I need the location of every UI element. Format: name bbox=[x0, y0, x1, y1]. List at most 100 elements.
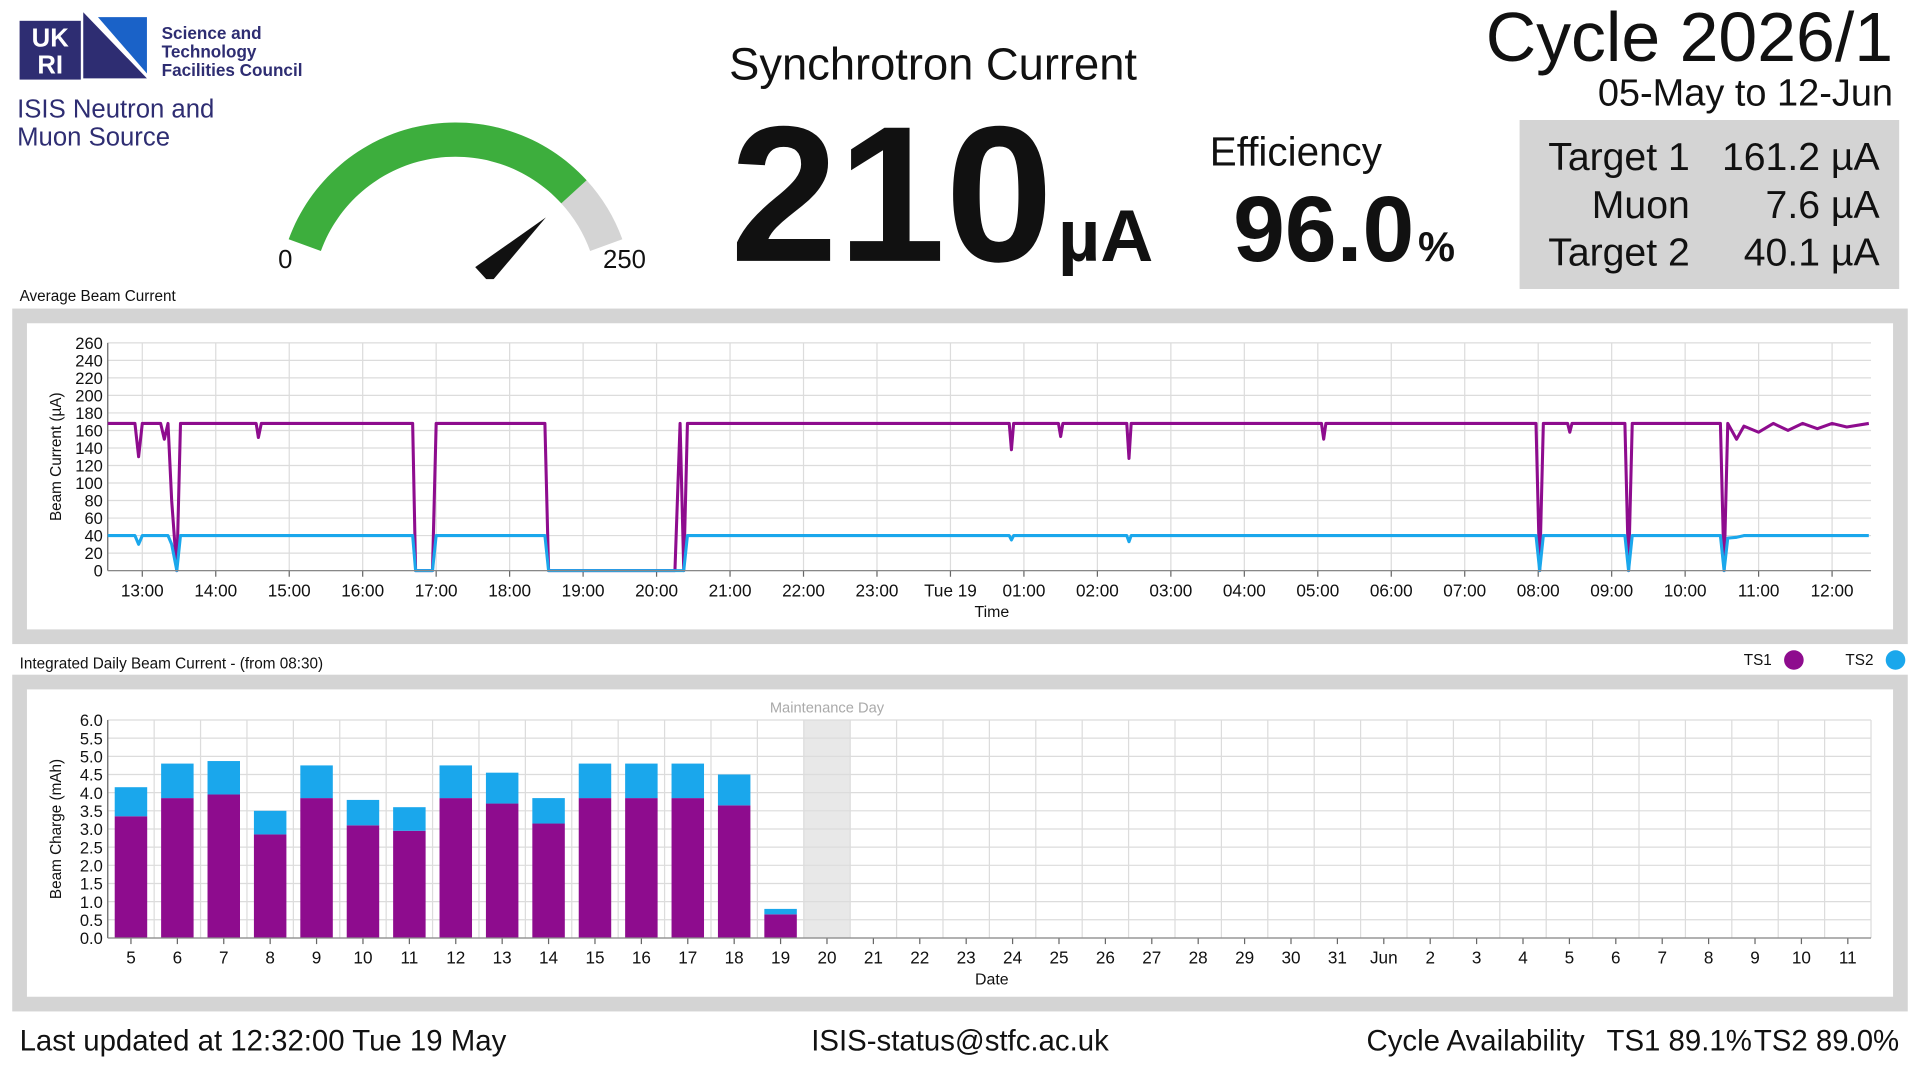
facility-name: Muon Source bbox=[17, 124, 170, 152]
bar bbox=[253, 810, 287, 835]
series-line bbox=[107, 421, 1870, 573]
x-tick-label: 20:00 bbox=[635, 580, 678, 600]
bar bbox=[578, 763, 612, 799]
y-tick-label: 200 bbox=[75, 387, 103, 406]
y-tick-label: 80 bbox=[84, 492, 102, 511]
gauge-track bbox=[561, 180, 623, 252]
x-tick-label: 18:00 bbox=[488, 580, 531, 600]
x-tick-label: 26 bbox=[1096, 948, 1115, 968]
charts: 020406080100120140160180200220240260Beam… bbox=[48, 334, 1906, 988]
cycle-dates: 05-May to 12-Jun bbox=[1598, 72, 1893, 114]
x-tick-label: 15:00 bbox=[268, 580, 311, 600]
gauge-needle bbox=[475, 217, 546, 280]
x-tick-label: 6 bbox=[1611, 948, 1621, 968]
x-tick-label: 18 bbox=[725, 948, 744, 968]
council-name: Facilities Council bbox=[162, 60, 303, 80]
y-tick-label: 220 bbox=[75, 369, 103, 388]
x-tick-label: 20 bbox=[817, 948, 836, 968]
x-axis-label: Time bbox=[974, 604, 1009, 621]
x-tick-label: 2 bbox=[1425, 948, 1435, 968]
x-tick-label: 11 bbox=[1839, 948, 1857, 968]
x-tick-label: 09:00 bbox=[1590, 580, 1633, 600]
bar bbox=[485, 772, 519, 804]
x-tick-label: 23 bbox=[957, 948, 976, 968]
bar bbox=[717, 805, 751, 938]
bar bbox=[439, 765, 473, 799]
x-axis-label: Date bbox=[975, 971, 1009, 988]
x-tick-label: 27 bbox=[1142, 948, 1161, 968]
y-tick-label: 20 bbox=[84, 544, 102, 563]
panel-inner bbox=[26, 323, 1894, 630]
x-tick-label: 11 bbox=[400, 948, 418, 968]
y-tick-label: 5.0 bbox=[80, 747, 103, 766]
cycle-title: Cycle 2026/1 bbox=[1486, 0, 1893, 76]
x-tick-label: 02:00 bbox=[1076, 580, 1119, 600]
bar bbox=[439, 798, 473, 938]
bar bbox=[300, 765, 333, 799]
x-tick-label: 8 bbox=[1704, 948, 1714, 968]
x-tick-label: 07:00 bbox=[1443, 580, 1486, 600]
y-tick-label: 140 bbox=[75, 439, 103, 458]
series-line bbox=[107, 534, 1869, 573]
x-tick-label: 03:00 bbox=[1149, 580, 1192, 600]
legend-label: TS2 bbox=[1845, 652, 1873, 669]
bar bbox=[532, 823, 565, 938]
bar bbox=[300, 798, 333, 938]
x-tick-label: 04:00 bbox=[1223, 580, 1266, 600]
current-unit: µA bbox=[1058, 194, 1153, 277]
bar bbox=[764, 914, 797, 938]
gauge-max: 250 bbox=[603, 246, 646, 274]
y-tick-label: 1.0 bbox=[80, 893, 103, 912]
y-tick-label: 3.0 bbox=[80, 820, 103, 839]
y-tick-label: 260 bbox=[75, 334, 103, 353]
targets-box bbox=[1519, 120, 1900, 289]
x-tick-label: 21 bbox=[864, 948, 883, 968]
legend-marker bbox=[1784, 650, 1804, 670]
x-tick-label: 28 bbox=[1189, 948, 1208, 968]
panel-inner bbox=[26, 689, 1894, 997]
bar bbox=[532, 798, 565, 824]
availability: TS2 89.0% bbox=[1754, 1025, 1899, 1058]
efficiency-value: 96.0 bbox=[1233, 177, 1414, 281]
x-tick-label: 16 bbox=[632, 948, 651, 968]
x-tick-label: 7 bbox=[219, 948, 229, 968]
contact-email[interactable]: ISIS-status@stfc.ac.uk bbox=[811, 1025, 1109, 1058]
x-tick-label: Tue 19 bbox=[924, 580, 977, 600]
x-tick-label: 22:00 bbox=[782, 580, 825, 600]
x-tick-label: 11:00 bbox=[1738, 580, 1780, 600]
gauge bbox=[288, 122, 623, 280]
bar bbox=[114, 787, 148, 817]
y-tick-label: 2.5 bbox=[80, 838, 103, 857]
bar bbox=[207, 794, 240, 938]
x-tick-label: 17 bbox=[678, 948, 697, 968]
logo-letters: UK bbox=[32, 25, 70, 53]
y-tick-label: 180 bbox=[75, 404, 103, 423]
y-tick-label: 240 bbox=[75, 351, 103, 370]
bar bbox=[625, 763, 658, 799]
y-tick-label: 160 bbox=[75, 422, 103, 441]
y-tick-label: 5.5 bbox=[80, 729, 103, 748]
x-tick-label: 5 bbox=[1565, 948, 1575, 968]
x-tick-label: 12:00 bbox=[1811, 580, 1854, 600]
x-tick-label: 05:00 bbox=[1296, 580, 1339, 600]
y-tick-label: 0.5 bbox=[80, 911, 103, 930]
y-tick-label: 60 bbox=[84, 509, 102, 528]
council-name: Science and bbox=[162, 23, 262, 43]
x-tick-label: 6 bbox=[173, 948, 183, 968]
header-title: Synchrotron Current bbox=[729, 39, 1137, 90]
x-tick-label: 4 bbox=[1518, 948, 1528, 968]
x-tick-label: 21:00 bbox=[709, 580, 752, 600]
bar bbox=[717, 774, 751, 806]
y-tick-label: 4.5 bbox=[80, 766, 103, 785]
x-tick-label: 19:00 bbox=[562, 580, 605, 600]
logo-shape bbox=[97, 17, 147, 74]
efficiency-label: Efficiency bbox=[1210, 128, 1383, 174]
x-tick-label: 30 bbox=[1281, 948, 1300, 968]
y-tick-label: 0.0 bbox=[80, 929, 103, 948]
x-tick-label: 17:00 bbox=[415, 580, 458, 600]
y-tick-label: 2.0 bbox=[80, 856, 103, 875]
target-name: Muon bbox=[1592, 184, 1690, 227]
bar bbox=[346, 825, 380, 938]
y-tick-label: 1.5 bbox=[80, 875, 103, 894]
